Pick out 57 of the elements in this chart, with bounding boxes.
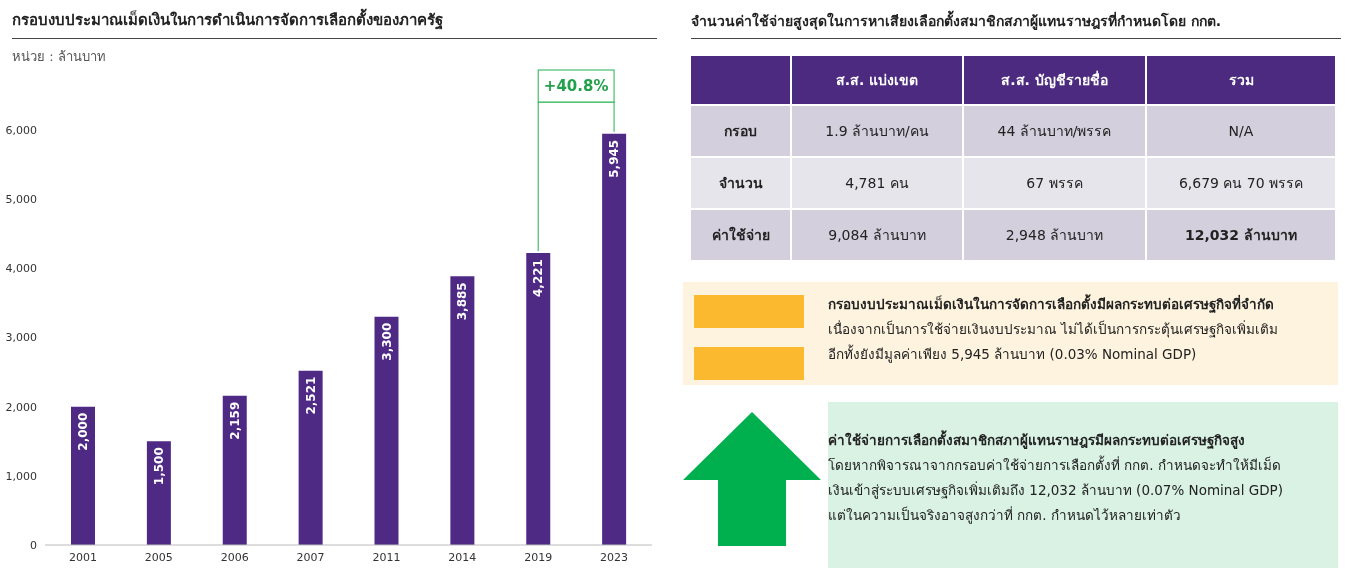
bar (146, 441, 171, 545)
data-label: 2,159 (227, 401, 242, 440)
y-tick-label: 0 (30, 538, 37, 552)
text: ค่าใช้จ่ายการเลือกตั้งสมาชิกสภาผู้แทนราษฎรมีผลกระทบต่อเศรษฐกิจสูง (828, 429, 1246, 451)
text: โดยหากพิจารณาจากกรอบค่าใช้จ่ายการเลือกตั้งที่ กกต. กำหนดจะทำให้มีเม็ด (828, 454, 1282, 475)
text: กรอบ (691, 106, 792, 158)
text: แต่ในความเป็นจริงอาจสูงกว่าที่ กกต. กำหนดไว้หลายเท่าตัว (828, 505, 1182, 526)
text: N/A (1147, 106, 1337, 158)
text: ส.ส. แบ่งเขต (792, 56, 964, 106)
data-label: 3,300 (379, 322, 394, 361)
x-tick-label: 2005 (144, 550, 173, 564)
x-tick-label: 2019 (524, 550, 553, 564)
text: 2,948 ล้านบาท (964, 210, 1147, 262)
text: กรอบงบประมาณเม็ดเงินในการจัดการเลือกตั้งมีผลกระทบต่อเศรษฐกิจที่จำกัด (828, 293, 1275, 315)
text: 6,679 คน 70 พรรค (1147, 158, 1337, 210)
x-tick-label: 2014 (448, 550, 477, 564)
text: เงินเข้าสู่ระบบเศรษฐกิจเพิ่มเติมถึง 12,032 ล้านบาท (0.07% Nominal GDP) (828, 480, 1283, 501)
text: 9,084 ล้านบาท (792, 210, 964, 262)
bar (602, 133, 627, 545)
bar (298, 370, 323, 545)
data-label: 4,221 (531, 259, 546, 298)
x-tick-label: 2007 (296, 550, 325, 564)
data-label: 2,000 (76, 412, 90, 451)
bar (374, 316, 399, 545)
y-tick-label: 6,000 (5, 123, 37, 137)
y-tick-label: 1,000 (5, 469, 37, 483)
bar (450, 276, 475, 545)
y-tick-label: 3,000 (5, 331, 37, 345)
text: 4,781 คน (792, 158, 964, 210)
text: เนื่องจากเป็นการใช้จ่ายเงินงบประมาณ ไม่ได้เป็นการกระตุ้นเศรษฐกิจเพิ่มเติม (828, 319, 1279, 340)
text: ค่าใช้จ่าย (691, 210, 792, 262)
y-tick-label: 2,000 (5, 400, 37, 414)
text: 1.9 ล้านบาท/คน (792, 106, 964, 158)
bar (526, 253, 551, 545)
text: 44 ล้านบาท/พรรค (964, 106, 1147, 158)
y-tick-label: 4,000 (5, 262, 37, 276)
chart-title: กรอบงบประมาณเม็ดเงินในการดำเนินการจัดการเลือกตั้งของภาครัฐ (12, 8, 443, 32)
text: 67 พรรค (964, 158, 1147, 210)
data-label: 5,945 (607, 139, 622, 178)
bar (222, 395, 247, 545)
x-tick-label: 2011 (372, 550, 401, 564)
text: 12,032 ล้านบาท (1147, 210, 1337, 262)
y-tick-label: 5,000 (5, 193, 37, 207)
text: +40.8% (543, 77, 609, 95)
bar (71, 406, 95, 545)
x-tick-label: 2001 (68, 550, 97, 564)
text: รวม (1147, 56, 1337, 106)
x-tick-label: 2023 (600, 550, 629, 564)
data-label: 3,885 (455, 282, 470, 321)
text: ส.ส. บัญชีรายชื่อ (964, 56, 1147, 106)
data-label: 2,521 (303, 376, 318, 415)
text: จำนวนค่าใช้จ่ายสูงสุดในการหาเสียงเลือกตั้งสมาชิกสภาผู้แทนราษฎรที่กำหนดโดย กกต. (691, 10, 1222, 32)
x-tick-label: 2006 (220, 550, 249, 564)
chart-subtitle: หน่วย : ล้านบาท (12, 48, 106, 66)
data-label: 1,500 (151, 447, 166, 486)
text: อีกทั้งยังมีมูลค่าเพียง 5,945 ล้านบาท (0.03% Nominal GDP) (828, 343, 1198, 365)
text: จำนวน (691, 158, 792, 210)
